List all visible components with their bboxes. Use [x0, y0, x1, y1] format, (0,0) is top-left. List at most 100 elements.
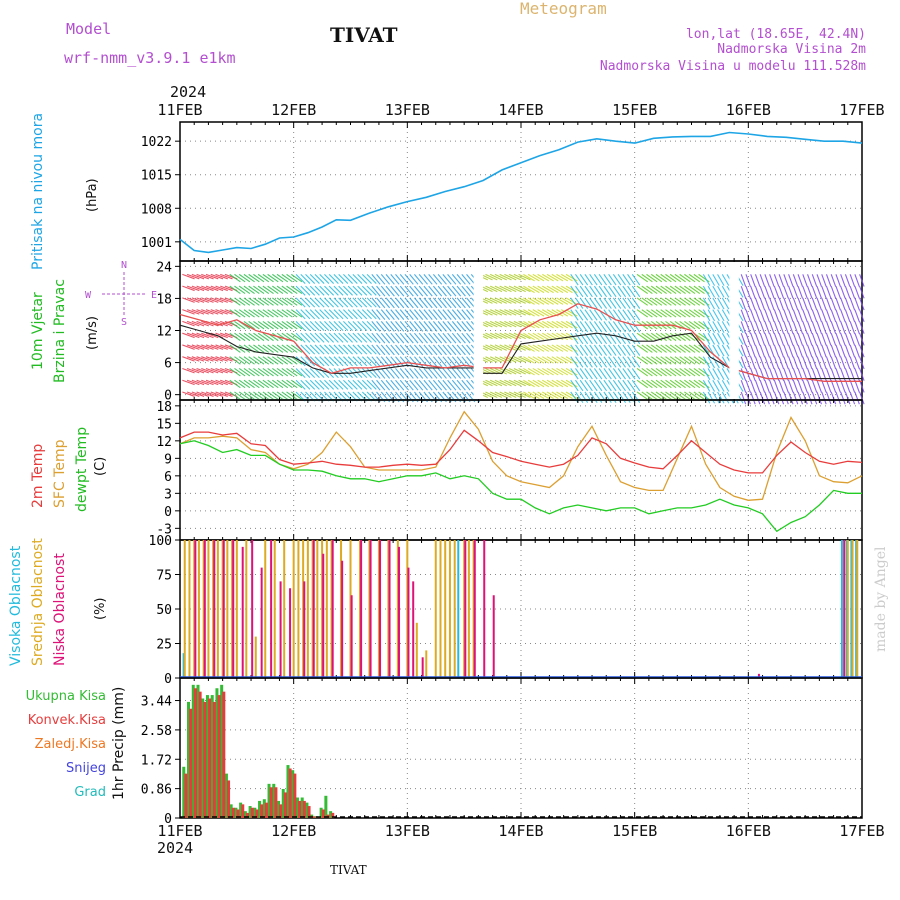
wind-arrow — [338, 285, 349, 296]
wind-arrow — [542, 367, 554, 376]
wind-arrow — [371, 309, 381, 320]
x-label-top: 15FEB — [612, 101, 657, 119]
wind-arrow — [660, 356, 672, 365]
wind-arrow — [745, 391, 751, 405]
wind-arrow — [456, 368, 466, 379]
wind-arrow — [816, 332, 822, 346]
wind-arrow — [612, 379, 622, 392]
wind-arrow — [527, 332, 540, 341]
wind-arrow — [361, 297, 372, 308]
wind-arrow — [319, 356, 330, 367]
wind-arrow — [513, 285, 526, 293]
wind-arrow — [276, 273, 289, 283]
wind-arrow — [324, 344, 335, 355]
wind-arrow — [343, 356, 353, 367]
wind-arrow — [754, 321, 761, 334]
wind-arrow — [702, 368, 711, 380]
precip-panel: 00.861.722.583.44 — [141, 677, 863, 827]
wind-arrow — [769, 309, 775, 323]
wind-arrow — [409, 274, 419, 285]
wind-arrow — [295, 379, 306, 390]
y-tick-label: 6 — [164, 357, 172, 372]
wind-arrow — [688, 356, 701, 365]
wind-arrow — [622, 274, 631, 286]
wind-arrow — [276, 391, 289, 400]
wind-arrow — [281, 273, 293, 283]
wind-arrow — [622, 356, 631, 368]
wind-arrow — [575, 379, 584, 392]
precip-ylabel: 1hr Precip (mm) — [111, 687, 127, 800]
wind-arrow — [499, 379, 512, 387]
wind-arrow — [295, 297, 306, 308]
wind-arrow — [764, 332, 770, 346]
wind-arrow — [840, 321, 846, 334]
wind-arrow — [854, 344, 860, 358]
wind-arrow — [451, 321, 462, 332]
wind-arrow — [276, 320, 289, 330]
wind-arrow — [669, 356, 682, 365]
wind-arrow — [518, 309, 531, 316]
wind-arrow — [797, 321, 804, 334]
wind-arrow — [560, 332, 573, 341]
wind-arrow — [243, 320, 255, 330]
wind-arrow — [485, 297, 498, 304]
wind-arrow — [527, 309, 540, 317]
wind-arrow — [769, 344, 775, 358]
wind-arrow — [712, 344, 720, 357]
wind-arrow — [570, 297, 579, 309]
wind-arrow — [418, 332, 428, 344]
wind-arrow — [442, 309, 452, 320]
conv_precip-bar — [208, 698, 212, 818]
wind-arrow — [608, 297, 617, 309]
wind-arrow — [272, 273, 284, 283]
wind-arrow — [290, 285, 303, 295]
wind-arrow — [721, 379, 730, 392]
wind-arrow — [267, 309, 279, 318]
wind-arrow — [309, 368, 320, 379]
wind-arrow — [556, 391, 569, 399]
wind-arrow — [769, 274, 775, 287]
wind-arrow — [324, 273, 335, 284]
wind-arrow — [859, 368, 865, 381]
conv_precip-bar — [231, 807, 235, 818]
wind-arrow — [371, 344, 381, 356]
wind-arrow — [570, 379, 579, 392]
wind-arrow — [314, 297, 325, 308]
wind-arrow — [835, 344, 841, 358]
wind-arrow — [229, 368, 241, 377]
wind-arrow — [721, 332, 730, 345]
wind-arrow — [210, 273, 224, 280]
wind-arrow — [229, 320, 241, 330]
wind-arrow — [191, 273, 205, 280]
wind-arrow — [253, 356, 265, 365]
wind-arrow — [575, 356, 584, 368]
wind-arrow — [523, 344, 535, 352]
wind-arrow — [565, 344, 578, 352]
wind-arrow — [205, 309, 219, 315]
wind-arrow — [385, 368, 395, 379]
conv_precip-bar — [236, 809, 240, 818]
wind-arrow — [556, 320, 569, 329]
total_precip-bar — [243, 811, 247, 818]
wind-arrow — [570, 344, 579, 356]
wind-arrow — [778, 321, 785, 334]
wind-arrow — [357, 309, 368, 320]
wind-arrow — [328, 379, 339, 390]
wind-arrow — [693, 285, 705, 295]
wind-arrow — [627, 368, 636, 380]
wind-arrow — [338, 273, 349, 284]
temp-ylabel-2m: 2m Temp — [30, 444, 46, 508]
wind-arrow — [432, 309, 443, 320]
wind-arrow — [361, 285, 372, 296]
wind-arrow — [551, 309, 564, 317]
wind-arrow — [759, 297, 766, 311]
wind-arrow — [210, 297, 224, 303]
wind-arrow — [324, 332, 335, 343]
wind-arrow — [807, 344, 813, 358]
wind-arrow — [707, 379, 716, 392]
wind-arrow — [608, 356, 617, 368]
wind-arrow — [347, 309, 358, 320]
wind-arrow — [579, 379, 589, 392]
wind-arrow — [361, 332, 372, 343]
